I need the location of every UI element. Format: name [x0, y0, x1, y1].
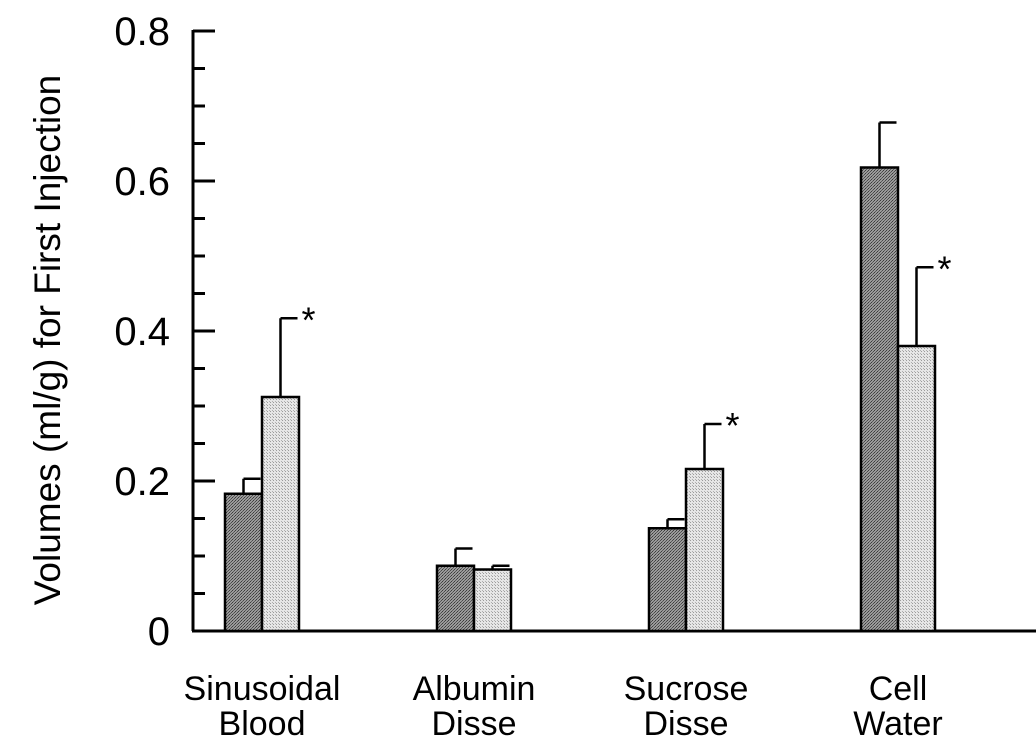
x-category-label: Blood	[219, 705, 306, 743]
y-tick-label: 0.8	[114, 10, 170, 54]
bar-s1-3	[647, 527, 688, 633]
significance-marker: *	[937, 248, 951, 289]
labels: 00.20.40.60.8***SinusoidalBloodAlbuminDi…	[114, 10, 951, 743]
bar-s2-1	[260, 395, 301, 633]
bar-s2-3	[684, 467, 725, 633]
bar-s1-4	[859, 166, 900, 633]
significance-marker: *	[725, 405, 739, 446]
bar-s1-1	[223, 492, 264, 633]
x-category-label: Water	[853, 705, 942, 743]
x-category-label: Sinusoidal	[184, 670, 341, 708]
y-axis-title: Volumes (ml/g) for First Injection	[27, 75, 68, 605]
x-category-label: Disse	[643, 705, 728, 743]
y-tick-label: 0.6	[114, 160, 170, 204]
x-category-label: Albumin	[413, 670, 536, 708]
x-category-label: Disse	[431, 705, 516, 743]
y-tick-label: 0.2	[114, 460, 170, 504]
y-tick-label: 0.4	[114, 310, 170, 354]
y-tick-label: 0	[148, 610, 170, 654]
bar-s2-4	[896, 344, 937, 633]
significance-marker: *	[301, 299, 315, 340]
bars	[223, 121, 937, 633]
x-category-label: Cell	[869, 670, 928, 708]
bar-s2-2	[472, 568, 513, 633]
bar-s1-2	[435, 564, 476, 633]
x-category-label: Sucrose	[624, 670, 749, 708]
